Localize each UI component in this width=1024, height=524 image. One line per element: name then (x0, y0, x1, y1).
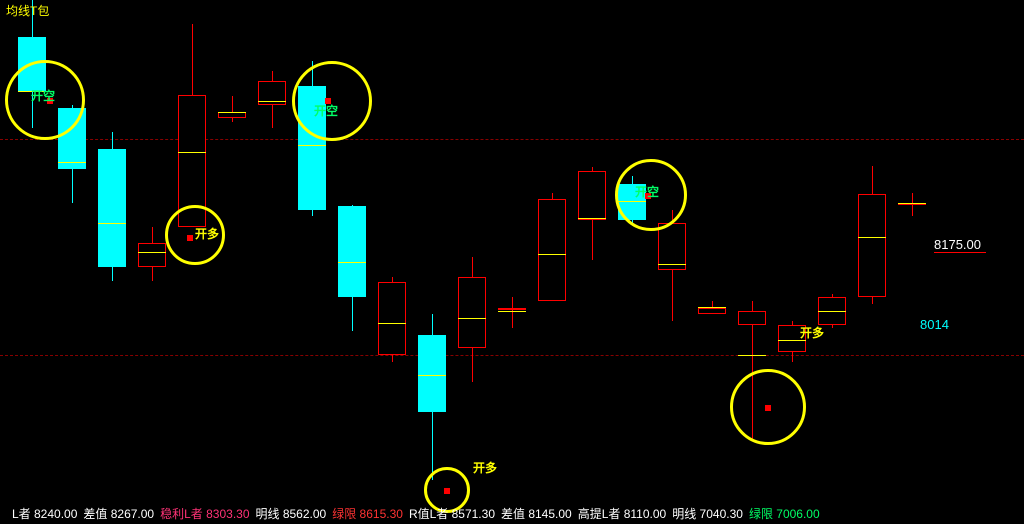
candle[interactable] (614, 0, 650, 524)
candle[interactable] (334, 0, 370, 524)
signal-label-short: 开空 (635, 183, 659, 200)
candle[interactable] (414, 0, 450, 524)
candle[interactable] (134, 0, 170, 524)
side-value-label: 8014 (920, 317, 949, 332)
candle[interactable] (214, 0, 250, 524)
status-segment: 高提L者 8110.00 (578, 507, 667, 521)
candle[interactable] (14, 0, 50, 524)
candle[interactable] (734, 0, 770, 524)
candle[interactable] (774, 0, 810, 524)
candle[interactable] (254, 0, 290, 524)
signal-label-long: 开多 (473, 459, 497, 476)
status-segment: 稳利L者 8303.30 (160, 507, 249, 521)
status-segment: R值L者 8571.30 (409, 507, 495, 521)
signal-label-long: 开多 (800, 324, 824, 341)
signal-label-short: 开空 (314, 102, 338, 119)
candle[interactable] (854, 0, 890, 524)
candle[interactable] (454, 0, 490, 524)
candle[interactable] (534, 0, 570, 524)
price-label: 8175.00 (934, 237, 981, 252)
candle[interactable] (174, 0, 210, 524)
status-bar: L者 8240.00 差值 8267.00 稳利L者 8303.30 明线 8562.… (12, 505, 826, 522)
status-segment: 差值 8145.00 (501, 507, 572, 521)
status-segment: 明线 7040.30 (672, 507, 743, 521)
status-segment: 绿限 7006.00 (749, 507, 820, 521)
candle[interactable] (814, 0, 850, 524)
candle[interactable] (894, 0, 930, 524)
status-segment: 差值 8267.00 (83, 507, 154, 521)
status-segment: L者 8240.00 (12, 507, 77, 521)
candle[interactable] (574, 0, 610, 524)
signal-label-short: 开空 (31, 87, 55, 104)
top-left-label: 均线T包 (6, 2, 49, 19)
candle[interactable] (54, 0, 90, 524)
signal-dot (444, 488, 450, 494)
status-segment: 明线 8562.00 (256, 507, 327, 521)
candle[interactable] (494, 0, 530, 524)
candle[interactable] (654, 0, 690, 524)
signal-label-long: 开多 (195, 225, 219, 242)
candle[interactable] (294, 0, 330, 524)
signal-dot (187, 235, 193, 241)
candle[interactable] (694, 0, 730, 524)
candle[interactable] (374, 0, 410, 524)
price-label-underline (934, 252, 986, 253)
candle[interactable] (94, 0, 130, 524)
candlestick-chart[interactable]: 开空开多开空开空开多开多8175.008014 (0, 0, 1024, 524)
status-segment: 绿限 8615.30 (332, 507, 403, 521)
signal-dot (765, 405, 771, 411)
